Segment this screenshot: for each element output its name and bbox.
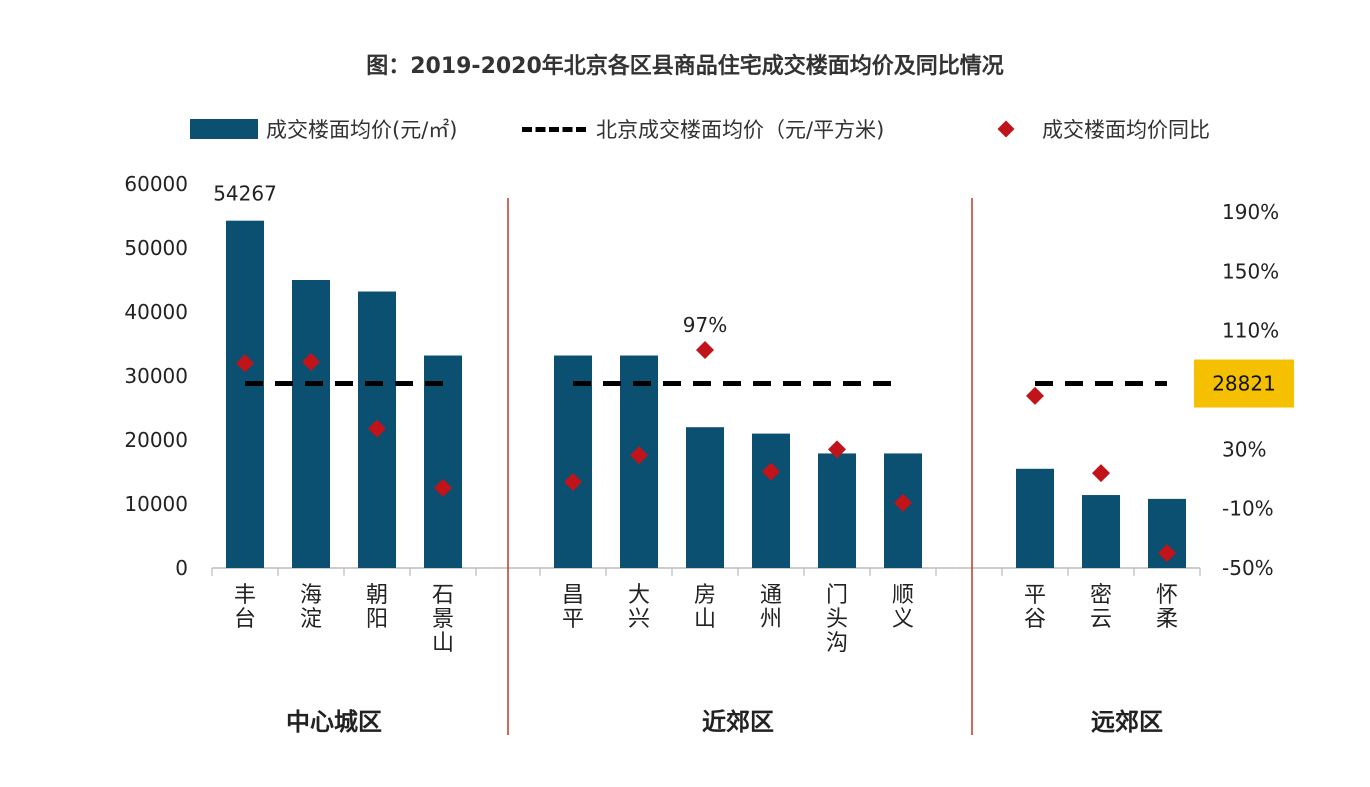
- data-annotation: 54267: [213, 182, 277, 206]
- y-right-tick-label: 110%: [1222, 319, 1279, 343]
- yoy-point: [368, 419, 386, 438]
- price-bar: [554, 355, 592, 568]
- y-left-tick-label: 30000: [124, 364, 188, 388]
- y-right-tick-label: -10%: [1222, 497, 1274, 521]
- avg-label-text: 28821: [1212, 372, 1276, 396]
- legend-label-point: 成交楼面均价同比: [1042, 118, 1210, 142]
- price-bar: [686, 427, 724, 568]
- x-category-label: 丰台: [234, 583, 256, 632]
- y-left-tick-label: 40000: [124, 300, 188, 324]
- legend-label-line: 北京成交楼面均价（元/平方米): [596, 118, 885, 142]
- x-category-label: 门头沟: [826, 583, 848, 656]
- price-bar: [752, 433, 790, 568]
- yoy-point: [302, 352, 320, 371]
- x-category-label: 怀柔: [1156, 583, 1178, 632]
- group-label: 中心城区: [286, 708, 382, 736]
- price-bar: [292, 280, 330, 568]
- yoy-point: [630, 446, 648, 465]
- price-bar: [424, 355, 462, 568]
- avg-label-box: [1194, 359, 1294, 408]
- legend-swatch-line: [522, 126, 586, 132]
- x-category-label: 房山: [694, 583, 716, 632]
- yoy-point: [828, 440, 846, 459]
- data-annotation: 97%: [683, 313, 727, 337]
- price-bar: [226, 220, 264, 568]
- x-category-label: 平谷: [1024, 583, 1046, 632]
- yoy-point: [564, 472, 582, 491]
- y-left-tick-label: 0: [175, 556, 188, 580]
- y-left-tick-label: 20000: [124, 428, 188, 452]
- yoy-point: [894, 493, 912, 512]
- y-right-tick-label: 190%: [1222, 200, 1279, 224]
- yoy-point: [434, 478, 452, 497]
- yoy-point: [1158, 544, 1176, 563]
- y-left-tick-label: 10000: [124, 492, 188, 516]
- yoy-point: [1026, 386, 1044, 405]
- legend-item-line: 北京成交楼面均价（元/平方米): [522, 112, 884, 146]
- legend-swatch-bar: [190, 119, 258, 139]
- yoy-point: [696, 340, 714, 359]
- y-left-tick-label: 60000: [124, 172, 188, 196]
- y-right-tick-label: 150%: [1222, 259, 1279, 283]
- legend-item-bar: 成交楼面均价(元/㎡): [190, 112, 457, 146]
- x-category-label: 朝阳: [366, 583, 388, 632]
- y-left-tick-label: 50000: [124, 236, 188, 260]
- yoy-point: [762, 462, 780, 481]
- group-label: 远郊区: [1091, 708, 1163, 736]
- x-category-label: 密云: [1090, 583, 1112, 632]
- price-bar: [1082, 495, 1120, 568]
- chart-title: 图：2019-2020年北京各区县商品住宅成交楼面均价及同比情况: [366, 54, 1004, 79]
- x-category-label: 顺义: [892, 583, 914, 632]
- legend-item-point: 成交楼面均价同比: [990, 112, 1210, 146]
- price-bar: [1016, 468, 1054, 568]
- legend: 成交楼面均价(元/㎡) 北京成交楼面均价（元/平方米) 成交楼面均价同比: [190, 112, 1290, 146]
- x-category-label: 昌平: [562, 583, 584, 632]
- x-category-label: 石景山: [432, 583, 454, 656]
- legend-label-bar: 成交楼面均价(元/㎡): [266, 118, 458, 142]
- y-right-tick-label: -50%: [1222, 556, 1274, 580]
- x-category-label: 大兴: [628, 583, 650, 632]
- yoy-point: [236, 354, 254, 373]
- group-label: 近郊区: [702, 708, 774, 736]
- yoy-point: [1092, 464, 1110, 483]
- y-right-tick-label: 30%: [1222, 437, 1266, 461]
- x-category-label: 海淀: [300, 583, 322, 632]
- price-bar: [818, 453, 856, 568]
- x-category-label: 通州: [760, 583, 782, 632]
